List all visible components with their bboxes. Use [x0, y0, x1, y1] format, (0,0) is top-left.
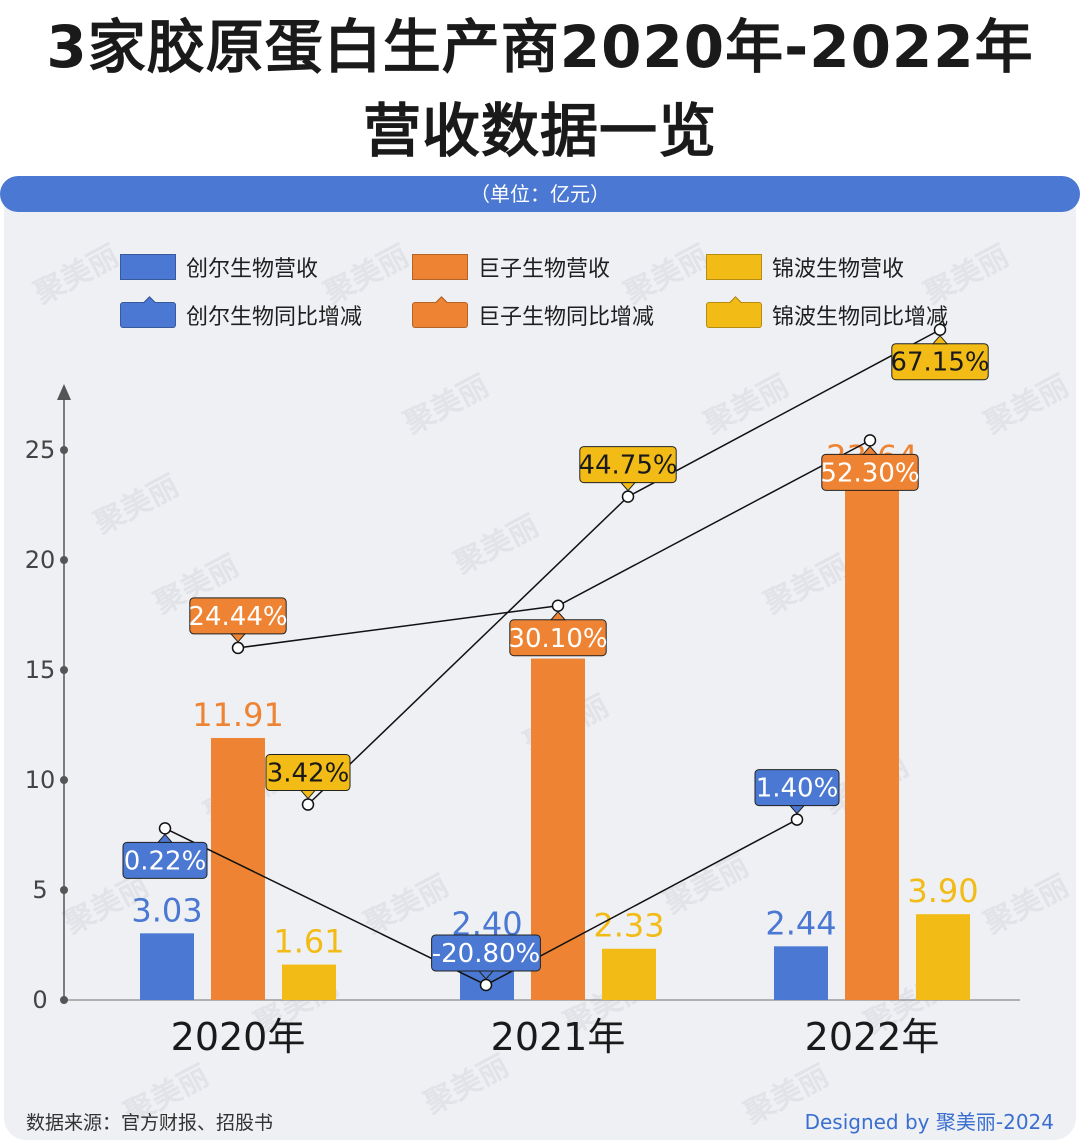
- x-category-label: 2022年: [805, 1015, 940, 1059]
- growth-label-text: -20.80%: [432, 939, 541, 969]
- legend-label: 巨子生物营收: [478, 257, 611, 282]
- y-tick-label: 10: [25, 766, 56, 794]
- growth-point: [479, 978, 493, 992]
- legend-chuanger-revenue: 创尔生物营收: [120, 252, 318, 282]
- growth-label-text: 0.22%: [124, 846, 207, 876]
- x-category-label: 2021年: [491, 1015, 626, 1059]
- legend-label: 锦波生物同比增减: [772, 305, 949, 330]
- chart-title-line2: 营收数据一览: [362, 97, 717, 165]
- y-tick-label: 20: [25, 546, 56, 574]
- growth-point: [933, 323, 947, 336]
- y-tick-label: 25: [25, 436, 56, 464]
- chart-title-line1: 3家胶原蛋白生产商2020年-2022年: [46, 13, 1034, 81]
- y-tick-dot: [60, 996, 68, 1004]
- y-tick-dot: [60, 886, 68, 894]
- legend-swatch-yellow: [706, 254, 762, 280]
- growth-label-pointer: [299, 790, 317, 800]
- growth-point: [621, 490, 635, 503]
- bar: [140, 933, 194, 1000]
- growth-label-pointer: [788, 805, 806, 815]
- bar-value-label: 3.03: [131, 891, 202, 929]
- growth-label-pointer: [477, 970, 495, 980]
- growth-label-pointer: [549, 610, 567, 621]
- growth-label-text: 52.30%: [820, 458, 919, 488]
- growth-label-text: 1.40%: [756, 774, 839, 804]
- growth-label-pointer: [861, 445, 879, 455]
- legend-swatch-blue: [120, 254, 176, 280]
- legend-callout-yellow: [706, 302, 762, 328]
- growth-label-text: 3.42%: [267, 759, 350, 789]
- y-axis-arrow: [57, 384, 71, 400]
- legend-callout-orange: [412, 302, 468, 328]
- growth-point: [231, 641, 245, 655]
- bar: [774, 946, 828, 1000]
- legend-chuanger-growth: 创尔生物同比增减: [120, 300, 362, 330]
- y-tick-dot: [60, 666, 68, 674]
- legend-callout-blue: [120, 302, 176, 328]
- bar-value-label: 1.61: [273, 923, 344, 961]
- growth-label-text: 44.75%: [578, 451, 677, 481]
- growth-label-pointer: [619, 482, 637, 492]
- legend-swatch-orange: [412, 254, 468, 280]
- growth-point: [551, 599, 565, 613]
- growth-label-text: 30.10%: [508, 624, 607, 654]
- growth-point: [158, 822, 172, 835]
- growth-label-text: 24.44%: [188, 602, 287, 632]
- bar-value-label: 2.33: [593, 907, 664, 945]
- legend-label: 创尔生物同比增减: [186, 305, 363, 330]
- legend-label: 锦波生物营收: [772, 257, 905, 282]
- growth-point: [301, 798, 315, 811]
- growth-label-text: 67.15%: [890, 348, 989, 378]
- growth-label-pointer: [229, 633, 247, 643]
- growth-point: [863, 434, 877, 447]
- bar-value-label: 11.91: [192, 696, 284, 734]
- legend-label: 创尔生物营收: [186, 257, 319, 282]
- bar: [211, 737, 265, 1000]
- growth-label-pointer: [931, 334, 949, 345]
- y-tick-label: 5: [32, 876, 47, 904]
- legend-juzi-revenue: 巨子生物营收: [412, 252, 610, 282]
- bar-value-label: 2.44: [765, 904, 836, 942]
- growth-point: [790, 813, 804, 826]
- legend-label: 巨子生物同比增减: [478, 305, 655, 330]
- legend-jinbo-growth: 锦波生物同比增减: [706, 300, 948, 330]
- legend-juzi-growth: 巨子生物同比增减: [412, 300, 654, 330]
- bar: [845, 479, 899, 1000]
- bar: [916, 914, 970, 1000]
- unit-label: （单位：亿元）: [0, 176, 1080, 212]
- y-tick-dot: [60, 446, 68, 454]
- data-source: 数据来源：官方财报、招股书: [26, 1112, 274, 1134]
- legend-jinbo-revenue: 锦波生物营收: [706, 252, 904, 282]
- bar: [602, 948, 656, 1000]
- growth-label-pointer: [156, 833, 174, 843]
- y-tick-label: 15: [25, 656, 56, 684]
- y-tick-dot: [60, 556, 68, 564]
- designed-by: Designed by 聚美丽-2024: [804, 1110, 1054, 1134]
- bar-value-label: 3.90: [907, 872, 978, 910]
- bar: [282, 964, 336, 1000]
- y-tick-dot: [60, 776, 68, 784]
- y-tick-label: 0: [32, 986, 47, 1014]
- x-category-label: 2020年: [171, 1015, 306, 1059]
